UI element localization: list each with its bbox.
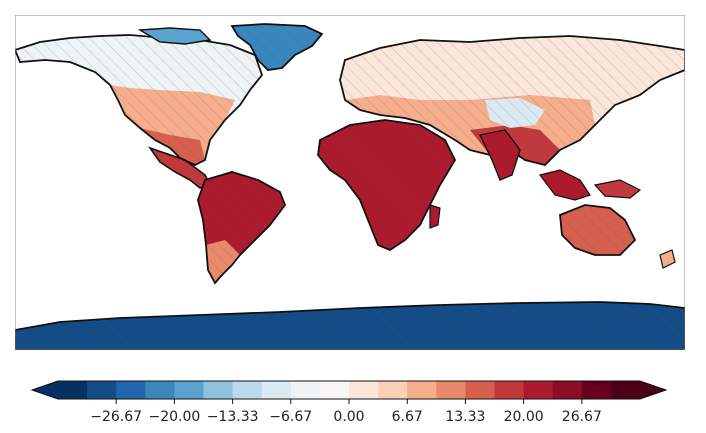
colorbar-segment — [465, 381, 495, 399]
colorbar-segment — [552, 381, 583, 399]
map-panel — [15, 15, 685, 350]
colorbar-tick-label: 13.33 — [445, 409, 485, 425]
colorbar-segment — [610, 381, 641, 399]
colorbar-tick-label: 6.67 — [392, 409, 423, 425]
south-asia — [478, 129, 642, 201]
colorbar-segment — [261, 381, 292, 399]
colorbar-segment — [58, 381, 88, 399]
colorbar-tick-label: −13.33 — [207, 409, 259, 425]
colorbar — [30, 380, 668, 400]
colorbar-segment — [87, 381, 117, 399]
colorbar-segment — [523, 381, 554, 399]
colorbar-segment — [319, 381, 350, 399]
colorbar-outline — [30, 380, 668, 400]
colorbar-segment — [116, 381, 146, 399]
colorbar-extend-min — [32, 381, 58, 399]
colorbar-segment — [494, 381, 524, 399]
colorbar-segment — [203, 381, 233, 399]
colorbar-segment — [581, 381, 612, 399]
colorbar-segment — [145, 381, 175, 399]
colorbar-segment — [407, 381, 437, 399]
colorbar-segment — [232, 381, 263, 399]
colorbar-segment — [174, 381, 204, 399]
australia — [559, 204, 676, 269]
colorbar-tick-label: 0.00 — [333, 409, 364, 425]
colorbar-segment — [290, 381, 321, 399]
antarctica — [15, 301, 685, 350]
colorbar-tick-label: −26.67 — [90, 409, 142, 425]
colorbar-segment — [378, 381, 408, 399]
colorbar-tick-label: −20.00 — [148, 409, 200, 425]
colorbar-segment — [436, 381, 466, 399]
greenland — [137, 23, 324, 71]
colorbar-segment — [349, 381, 379, 399]
colorbar-extend-max — [640, 381, 666, 399]
south-america — [197, 171, 287, 285]
north-america — [15, 34, 264, 189]
colorbar-tick-label: 20.00 — [504, 409, 544, 425]
africa — [317, 119, 457, 252]
colorbar-tick-label: 26.67 — [562, 409, 602, 425]
colorbar-tick-label: −6.67 — [269, 409, 312, 425]
colorbar-ticks: −26.67 −20.00 −13.33 −6.67 0.00 6.67 13.33 20.0… — [90, 399, 602, 425]
